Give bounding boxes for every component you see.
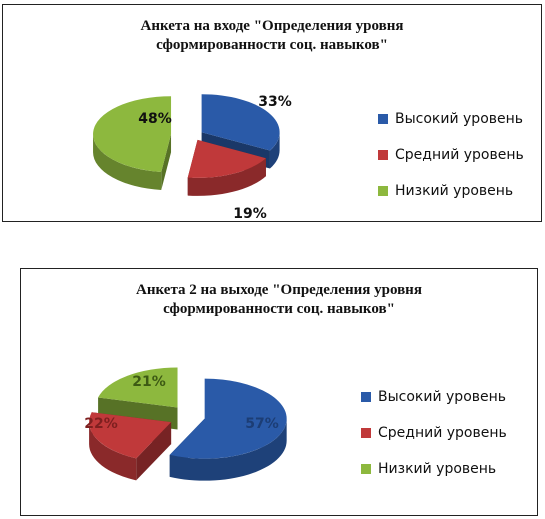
pie-slice-low	[93, 96, 172, 190]
pie-slice-top	[169, 378, 287, 459]
legend-label: Низкий уровень	[378, 461, 497, 477]
legend-item-medium: Средний уровень	[378, 137, 524, 173]
chart-title-line: сформированности соц. навыков"	[156, 37, 388, 53]
legend-swatch	[378, 114, 388, 124]
legend-item-low: Низкий уровень	[361, 451, 507, 487]
legend-label: Низкий уровень	[395, 183, 514, 199]
legend-item-low: Низкий уровень	[378, 173, 524, 209]
pie-slice-wall	[169, 418, 287, 481]
chart-title: Анкета на входе "Определения уровня сфор…	[3, 17, 541, 55]
pie-slice-side	[161, 134, 172, 190]
data-label: 19%	[233, 206, 267, 222]
data-label: 57%	[245, 416, 279, 432]
pie-chart: 57% 22% 21%	[84, 367, 287, 481]
pie-slice-high	[169, 378, 287, 481]
pie-slice-wall	[269, 132, 280, 169]
data-label: 22%	[84, 416, 118, 432]
pie-slice-top	[201, 94, 280, 151]
pie-slice-wall	[187, 158, 266, 196]
chart-title-line: Анкета 2 на выходе "Определения уровня	[136, 282, 422, 298]
chart-title-line: сформированности соц. навыков"	[163, 301, 395, 317]
pie-slice-top	[89, 412, 172, 459]
legend-swatch	[361, 392, 371, 402]
legend-swatch	[361, 464, 371, 474]
legend-label: Высокий уровень	[395, 111, 524, 127]
pie-slice-medium	[187, 139, 266, 196]
legend-swatch	[378, 150, 388, 160]
legend-swatch	[378, 186, 388, 196]
legend-swatch	[361, 428, 371, 438]
legend-label: Средний уровень	[395, 147, 524, 163]
legend-item-high: Высокий уровень	[378, 101, 524, 137]
pie-slice-top	[98, 367, 178, 408]
data-label: 21%	[132, 374, 166, 390]
pie-slice-top	[93, 96, 172, 172]
pie-slice-top	[187, 139, 266, 178]
chart-legend: Высокий уровень Средний уровень Низкий у…	[361, 379, 507, 487]
pie-chart: 33% 19% 48%	[93, 94, 292, 222]
chart-panel-2: Анкета 2 на выходе "Определения уровня с…	[20, 268, 538, 516]
data-label: 33%	[258, 94, 292, 110]
legend-item-medium: Средний уровень	[361, 415, 507, 451]
chart-title: Анкета 2 на выходе "Определения уровня с…	[21, 281, 537, 319]
legend-label: Средний уровень	[378, 425, 507, 441]
legend-item-high: Высокий уровень	[361, 379, 507, 415]
chart-legend: Высокий уровень Средний уровень Низкий у…	[378, 101, 524, 209]
pie-slice-medium	[89, 412, 172, 481]
data-label: 48%	[138, 111, 172, 127]
chart-title-line: Анкета на входе "Определения уровня	[140, 18, 404, 34]
pie-slice-wall	[93, 134, 162, 190]
chart-panel-1: Анкета на входе "Определения уровня сфор…	[2, 4, 542, 222]
legend-label: Высокий уровень	[378, 389, 507, 405]
pie-slice-wall	[89, 422, 137, 481]
